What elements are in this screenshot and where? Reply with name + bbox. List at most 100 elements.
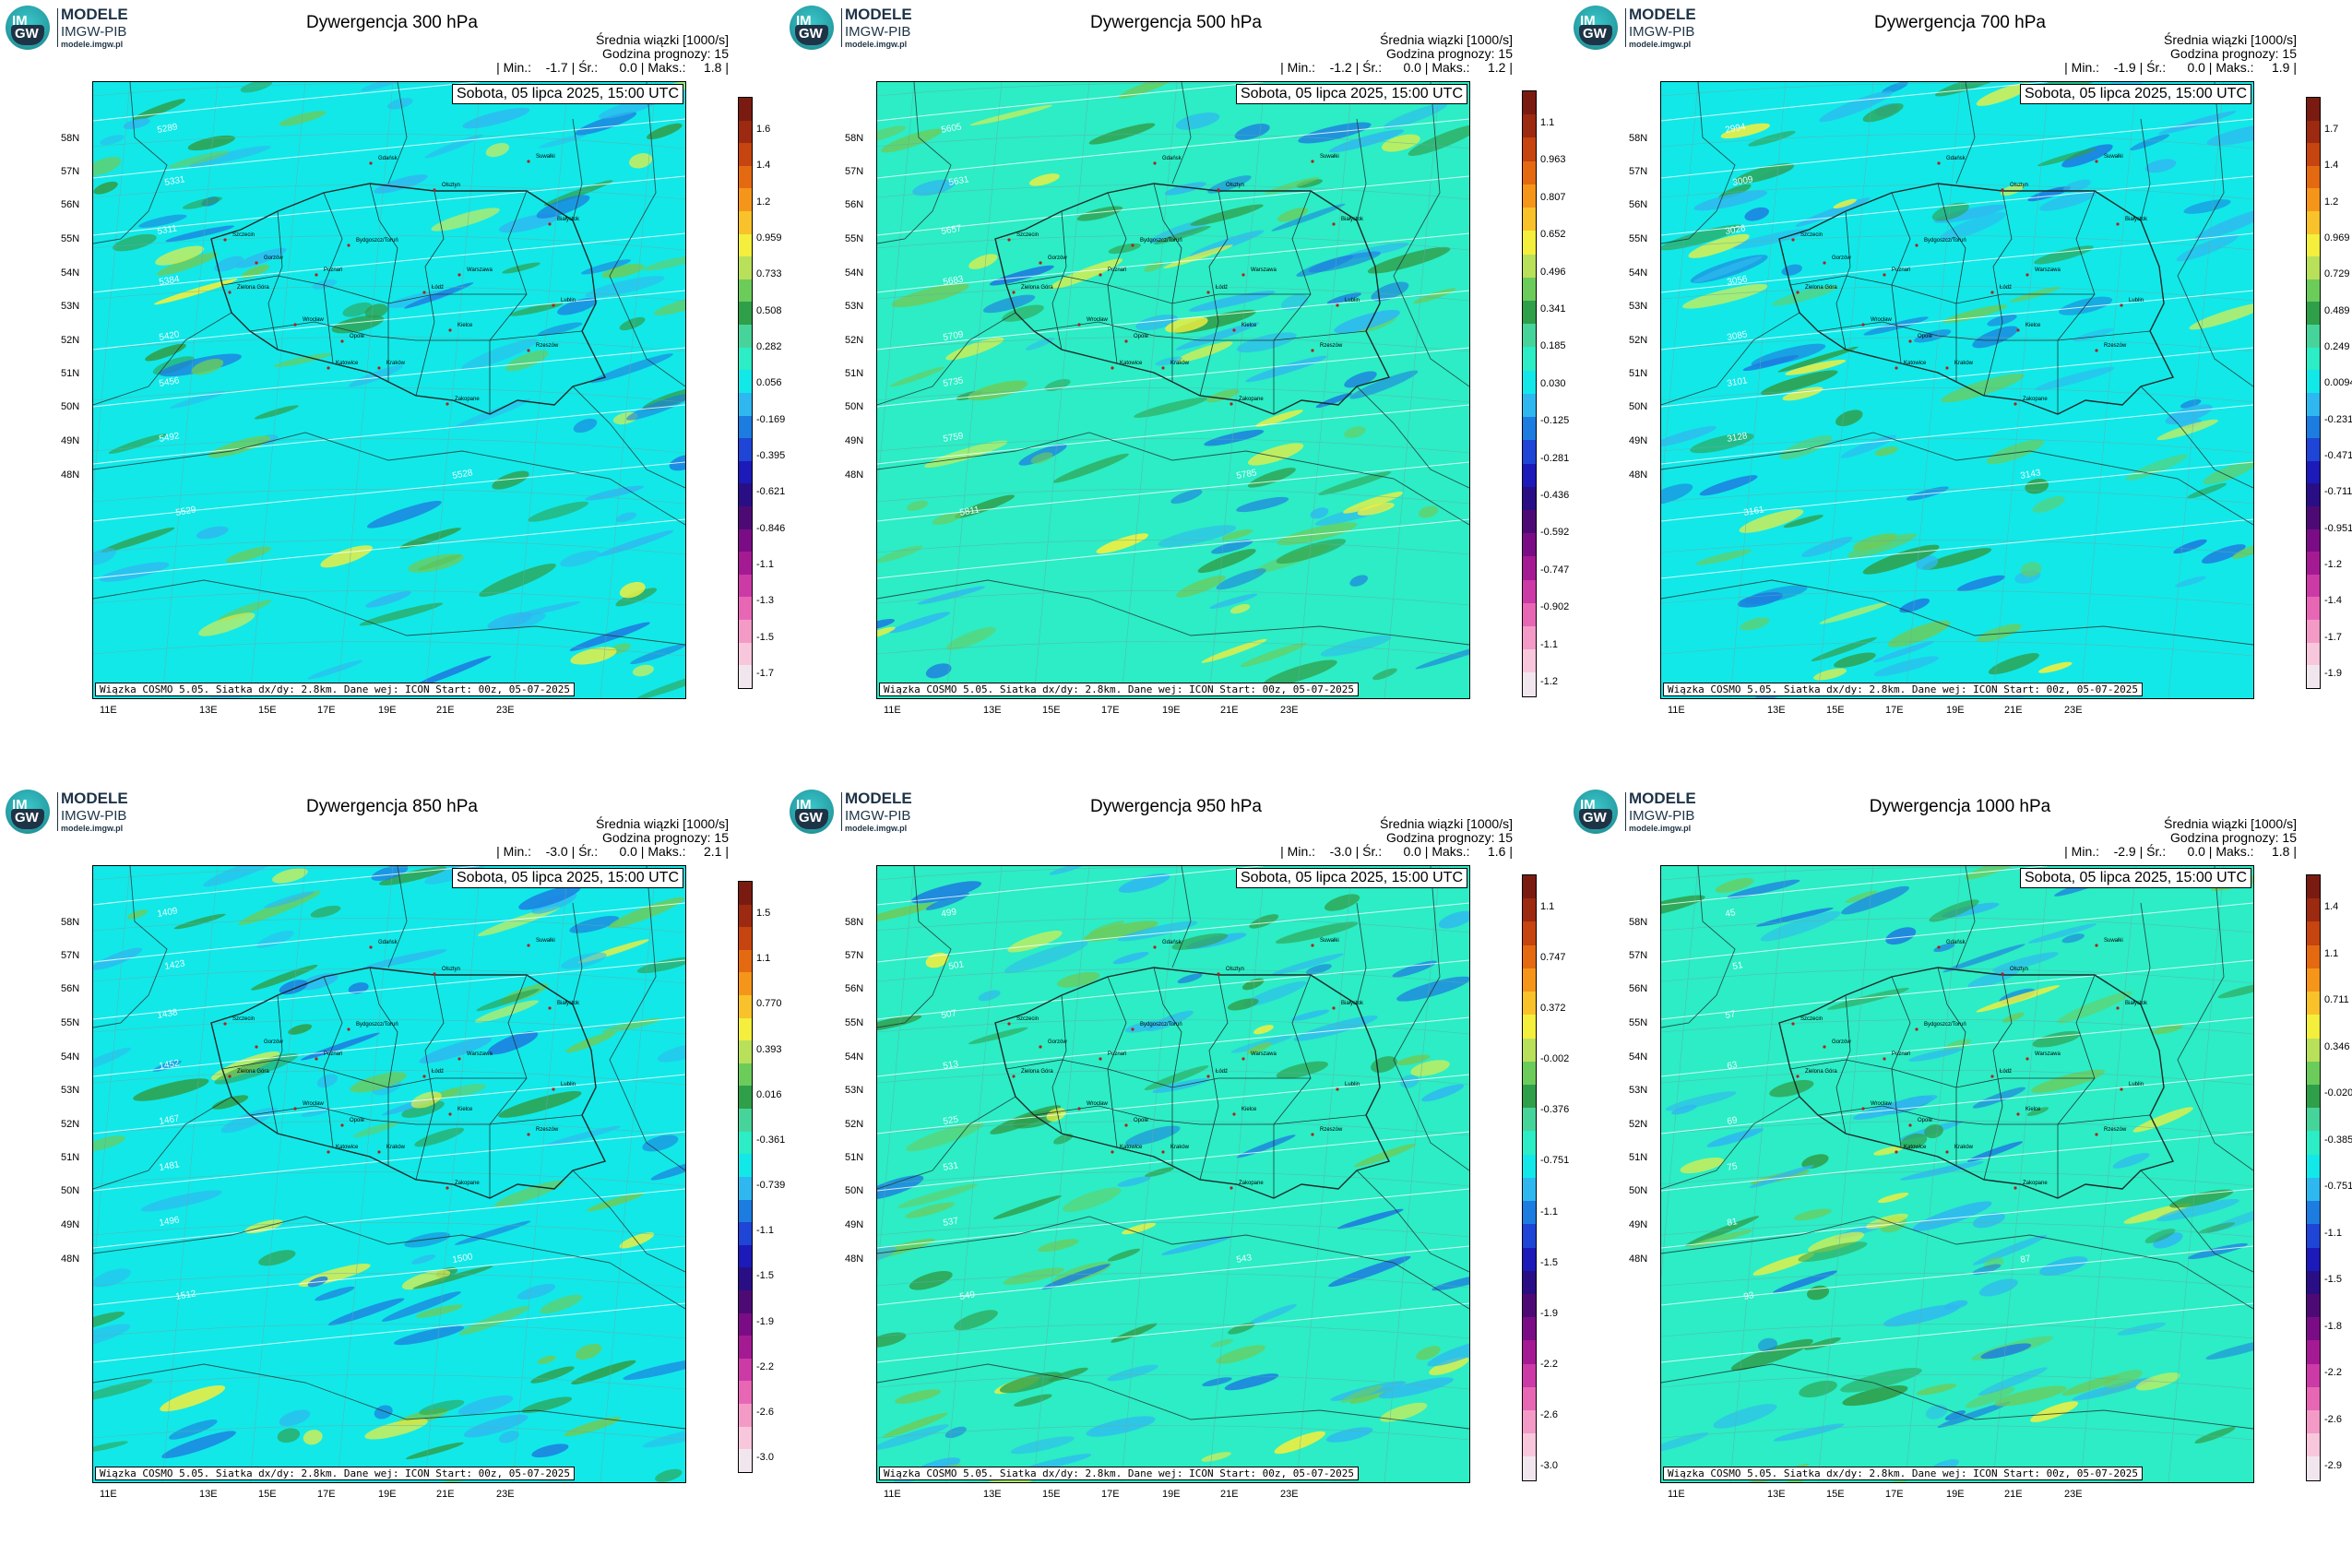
city-dot <box>293 1107 297 1111</box>
city-dot <box>1311 944 1314 947</box>
latitude-tick-label: 55N <box>61 1017 80 1028</box>
logo-mark-top: IM <box>12 797 28 813</box>
city-label: Lublin <box>1345 298 1360 303</box>
longitude-tick-label: 21E <box>436 1489 455 1500</box>
longitude-tick-label: 15E <box>258 1489 277 1500</box>
city-dot <box>548 1006 552 1010</box>
longitude-tick-label: 21E <box>436 705 455 716</box>
colorbar-tick-label: 0.282 <box>756 341 782 352</box>
city-label: Rzeszów <box>536 343 559 349</box>
voivodeship-borders <box>1005 183 1367 414</box>
latitude-tick-label: 48N <box>845 1253 864 1265</box>
city-dot <box>1241 1057 1245 1061</box>
latitude-tick-label: 52N <box>845 1119 864 1130</box>
city-dot <box>369 945 373 949</box>
city-label: Poznań <box>324 267 342 273</box>
city-dot <box>293 323 297 327</box>
contour-label: 5529 <box>175 505 197 518</box>
city-label: Suwałki <box>536 154 555 160</box>
coastline-borders <box>994 183 1391 415</box>
stats-line: | Min.: -1.2 | Śr.: 0.0 | Maks.: 1.2 | <box>1280 60 1513 75</box>
city-dot <box>1823 1045 1826 1049</box>
contour-label: 5683 <box>943 274 965 288</box>
colorbar-tick-label: 1.1 <box>1540 117 1555 128</box>
contour-label: 5811 <box>959 505 981 518</box>
panel-title: Dywergencja 1000 hPa <box>1869 797 2051 816</box>
colorbar-tick-label: -1.2 <box>2324 559 2342 570</box>
imgw-logo-mark: IM GW <box>6 790 50 834</box>
city-label: Zakopane <box>455 1181 480 1186</box>
latitude-tick-label: 52N <box>61 335 80 346</box>
latitude-tick-label: 53N <box>845 1085 864 1096</box>
city-label: Rzeszów <box>2104 1127 2127 1133</box>
contour-label: 3161 <box>1743 505 1765 518</box>
city-dot <box>2095 944 2098 947</box>
contour-labels: 45 51 57 63 69 75 81 87 93 <box>1725 908 2032 1302</box>
stats-line: | Min.: -3.0 | Śr.: 0.0 | Maks.: 1.6 | <box>1280 844 1513 859</box>
model-info-footer: Wiązka COSMO 5.05. Siatka dx/dy: 2.8km. … <box>1663 1467 2143 1480</box>
longitude-tick-label: 13E <box>199 1489 218 1500</box>
panel-title: Dywergencja 300 hPa <box>306 13 478 32</box>
city-label: Opole <box>1134 1118 1149 1123</box>
city-label: Wrocław <box>1087 1101 1109 1107</box>
city-dot <box>527 349 530 352</box>
divergence-field <box>877 866 1469 1482</box>
colorbar-tick-label: -0.751 <box>1540 1155 1570 1166</box>
colorbar-tick-label: 0.185 <box>1540 340 1566 351</box>
city-label: Olsztyn <box>442 967 460 972</box>
city-label: Wrocław <box>1871 1101 1893 1107</box>
imgw-logo: IM GW MODELE IMGW-PIB modele.imgw.pl <box>1574 790 1712 836</box>
city-label: Warszawa <box>2035 1051 2061 1057</box>
latitude-tick-label: 57N <box>61 950 80 961</box>
geopotential-contours <box>877 866 1469 1363</box>
contour-label: 499 <box>941 907 958 920</box>
colorbar <box>1522 874 1537 1481</box>
city-dot <box>457 273 461 277</box>
city-label: Kielce <box>2025 1107 2041 1112</box>
logo-line2: IMGW-PIB <box>61 24 127 40</box>
colorbar-tick-label: 0.496 <box>1540 267 1566 278</box>
longitude-tick-label: 13E <box>1767 1489 1786 1500</box>
city-label: Bydgoszcz/Toruń <box>1924 238 1966 244</box>
colorbar-tick-label: -1.9 <box>1540 1308 1558 1319</box>
longitude-tick-label: 13E <box>983 1489 1002 1500</box>
voivodeship-borders <box>1789 967 2151 1198</box>
neighbour-borders <box>877 866 1469 1430</box>
latitude-tick-label: 54N <box>1629 1051 1648 1063</box>
colorbar-tick-label: -0.471 <box>2324 450 2352 461</box>
city-label: Łódź <box>1216 285 1228 291</box>
city-label: Szczecin <box>1800 232 1823 238</box>
city-markers: Gdańsk Olsztyn Suwałki Białystok Szczecin Byd… <box>223 938 580 1190</box>
city-label: Gdańsk <box>1162 156 1182 161</box>
panel-info: Średnia wiązki [1000/s] Godzina prognozy:… <box>496 817 729 859</box>
contour-label: 69 <box>1727 1115 1739 1127</box>
city-label: Kraków <box>386 361 406 366</box>
divergence-map: Gdańsk Olsztyn Suwałki Białystok Szczecin Byd… <box>1660 865 2254 1483</box>
latitude-tick-label: 50N <box>61 1185 80 1196</box>
city-label: Rzeszów <box>1320 1127 1343 1133</box>
latitude-tick-label: 49N <box>845 1219 864 1230</box>
city-label: Zielona Góra <box>237 285 269 291</box>
city-label: Wrocław <box>303 1101 325 1107</box>
city-dot <box>1796 291 1800 294</box>
units-label: Średnia wiązki [1000/s] <box>596 32 729 47</box>
city-dot <box>1883 1057 1886 1061</box>
contour-label: 87 <box>2020 1253 2032 1265</box>
latitude-tick-label: 53N <box>1629 301 1648 312</box>
city-label: Katowice <box>336 1145 359 1150</box>
panel-info: Średnia wiązki [1000/s] Godzina prognozy:… <box>2064 33 2297 75</box>
divergence-map: Gdańsk Olsztyn Suwałki Białystok Szczecin Byd… <box>92 865 686 1483</box>
city-label: Warszawa <box>467 267 493 273</box>
imgw-logo: IM GW MODELE IMGW-PIB modele.imgw.pl <box>790 6 928 52</box>
city-label: Zielona Góra <box>1021 1069 1053 1075</box>
city-label: Lublin <box>1345 1082 1360 1087</box>
panel-info: Średnia wiązki [1000/s] Godzina prognozy:… <box>1280 817 1513 859</box>
latitude-tick-label: 49N <box>1629 1219 1648 1230</box>
voivodeship-borders <box>221 183 583 414</box>
city-label: Opole <box>1918 1118 1933 1123</box>
contour-label: 5631 <box>948 174 970 188</box>
colorbar-tick-label: -0.739 <box>756 1180 786 1191</box>
city-label: Szczecin <box>1016 232 1039 238</box>
forecast-hour-label: Godzina prognozy: 15 <box>602 830 729 845</box>
city-label: Kraków <box>1954 361 1974 366</box>
